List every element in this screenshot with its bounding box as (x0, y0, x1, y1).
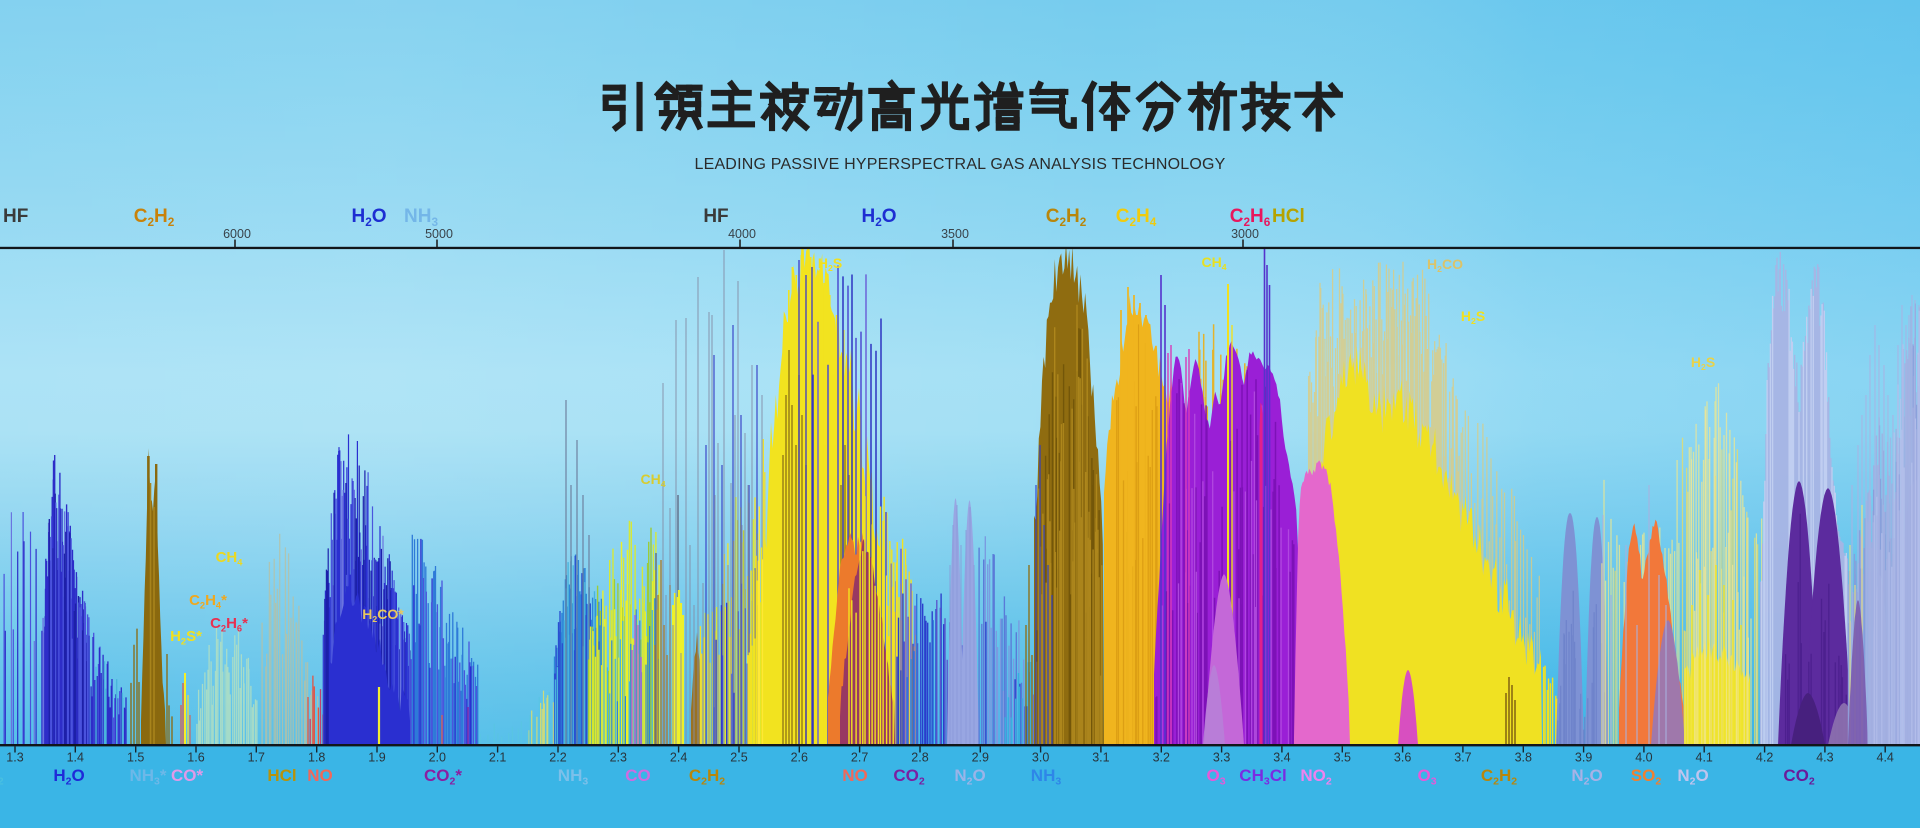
svg-text:NH3: NH3 (558, 766, 589, 788)
svg-text:C2H2: C2H2 (134, 206, 175, 229)
svg-text:C2H4: C2H4 (1116, 206, 1157, 229)
svg-text:3.7: 3.7 (1454, 751, 1471, 765)
svg-text:2.7: 2.7 (851, 751, 868, 765)
svg-text:C2H6: C2H6 (1230, 206, 1271, 229)
svg-text:2.1: 2.1 (489, 751, 506, 765)
svg-text:NO2: NO2 (1300, 766, 1332, 788)
svg-text:3500: 3500 (941, 227, 969, 241)
svg-text:HCl: HCl (1272, 206, 1305, 227)
svg-text:2.8: 2.8 (911, 751, 928, 765)
svg-text:3.3: 3.3 (1213, 751, 1230, 765)
svg-text:CH3Cl: CH3Cl (1239, 766, 1286, 788)
svg-text:2.5: 2.5 (730, 751, 747, 765)
svg-text:4.3: 4.3 (1816, 751, 1833, 765)
svg-text:5000: 5000 (425, 227, 453, 241)
svg-text:6000: 6000 (223, 227, 251, 241)
svg-text:C2H2: C2H2 (1481, 766, 1517, 788)
svg-text:CO2: CO2 (893, 766, 925, 788)
svg-text:3.5: 3.5 (1334, 751, 1351, 765)
svg-text:H2O: H2O (53, 766, 84, 788)
svg-text:SO2: SO2 (1631, 766, 1662, 788)
svg-text:CO2: CO2 (1783, 766, 1815, 788)
svg-text:3.2: 3.2 (1153, 751, 1170, 765)
svg-text:HCl: HCl (267, 766, 296, 785)
svg-text:C2H4*: C2H4* (189, 592, 227, 610)
svg-text:2.9: 2.9 (972, 751, 989, 765)
svg-text:C2H2: C2H2 (1046, 206, 1087, 229)
svg-text:C2H6*: C2H6* (210, 615, 248, 633)
svg-text:2.4: 2.4 (670, 751, 687, 765)
svg-text:NH3: NH3 (404, 206, 438, 229)
svg-text:CH4: CH4 (640, 471, 665, 489)
svg-text:4.2: 4.2 (1756, 751, 1773, 765)
svg-text:CH4: CH4 (1201, 254, 1226, 272)
svg-text:CO: CO (625, 766, 651, 785)
svg-text:C2H2: C2H2 (689, 766, 725, 788)
svg-text:3.8: 3.8 (1515, 751, 1532, 765)
svg-text:1.6: 1.6 (187, 751, 204, 765)
svg-text:4.1: 4.1 (1696, 751, 1713, 765)
svg-text:H2O: H2O (861, 206, 896, 229)
svg-text:1.7: 1.7 (248, 751, 265, 765)
svg-text:1.4: 1.4 (67, 751, 84, 765)
svg-text:3.4: 3.4 (1273, 751, 1290, 765)
svg-text:HF: HF (703, 206, 728, 227)
svg-text:1.8: 1.8 (308, 751, 325, 765)
svg-text:3.1: 3.1 (1092, 751, 1109, 765)
svg-text:2.3: 2.3 (610, 751, 627, 765)
svg-text:O2: O2 (0, 766, 4, 788)
svg-text:3.0: 3.0 (1032, 751, 1049, 765)
svg-text:3.6: 3.6 (1394, 751, 1411, 765)
svg-text:NH3: NH3 (1031, 766, 1062, 788)
svg-text:CO2*: CO2* (424, 766, 462, 788)
svg-text:2.0: 2.0 (429, 751, 446, 765)
svg-text:4.0: 4.0 (1635, 751, 1652, 765)
svg-text:1.3: 1.3 (6, 751, 23, 765)
svg-text:H2S: H2S (1691, 354, 1715, 372)
svg-text:2.2: 2.2 (549, 751, 566, 765)
svg-text:NH3*: NH3* (129, 766, 166, 788)
svg-text:HF: HF (3, 206, 28, 227)
svg-text:4.4: 4.4 (1877, 751, 1894, 765)
svg-text:1.5: 1.5 (127, 751, 144, 765)
svg-text:NO: NO (307, 766, 333, 785)
svg-text:3.9: 3.9 (1575, 751, 1592, 765)
svg-text:4000: 4000 (728, 227, 756, 241)
svg-text:H2S*: H2S* (170, 628, 202, 646)
svg-text:CH4: CH4 (216, 549, 244, 567)
svg-text:1.9: 1.9 (368, 751, 385, 765)
svg-text:3000: 3000 (1231, 227, 1259, 241)
svg-text:N2O: N2O (954, 766, 985, 788)
svg-text:H2S: H2S (1461, 308, 1485, 326)
svg-text:2.6: 2.6 (791, 751, 808, 765)
svg-text:CO*: CO* (171, 766, 204, 785)
svg-text:H2CO*: H2CO* (362, 606, 404, 624)
svg-text:H2CO: H2CO (1427, 256, 1463, 274)
svg-text:H2S: H2S (818, 255, 842, 273)
svg-text:N2O: N2O (1677, 766, 1708, 788)
svg-text:N2O: N2O (1571, 766, 1602, 788)
svg-text:NO: NO (842, 766, 868, 785)
svg-text:H2O: H2O (351, 206, 386, 229)
svg-text:LEADING PASSIVE HYPERSPECTRAL: LEADING PASSIVE HYPERSPECTRAL GAS ANALYS… (694, 156, 1225, 173)
